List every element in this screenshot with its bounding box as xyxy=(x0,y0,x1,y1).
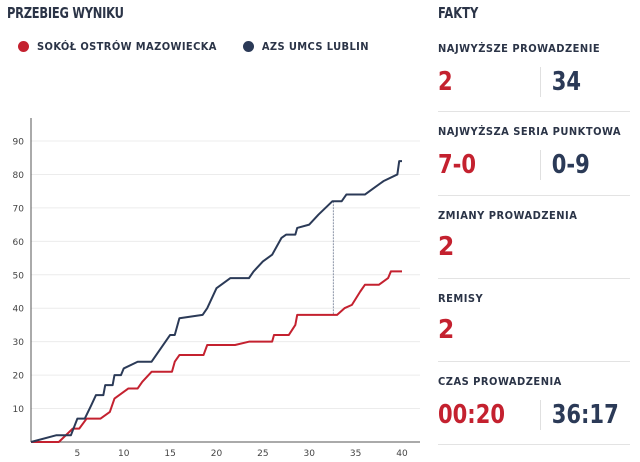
y-tick-label: 50 xyxy=(13,271,25,281)
y-tick-label: 90 xyxy=(13,138,25,148)
fact-largest-lead: NAJWYŻSZE PROWADZENIE 2 34 xyxy=(438,42,630,112)
y-tick-label: 20 xyxy=(13,372,25,382)
legend-label: AZS UMCS LUBLIN xyxy=(261,40,369,53)
fact-away-value: 34 xyxy=(540,67,581,97)
legend-dot-home xyxy=(18,41,29,52)
y-tick-label: 80 xyxy=(13,171,25,181)
facts-title: FAKTY xyxy=(438,4,479,22)
x-tick-label: 10 xyxy=(118,449,130,459)
legend-label: SOKÓŁ OSTRÓW MAZOWIECKA xyxy=(37,40,217,53)
y-tick-label: 60 xyxy=(13,238,25,248)
fact-label: NAJWYŻSZE PROWADZENIE xyxy=(438,42,601,55)
y-tick-label: 30 xyxy=(13,338,25,348)
legend: SOKÓŁ OSTRÓW MAZOWIECKA AZS UMCS LUBLIN xyxy=(18,40,369,53)
fact-home-value: 00:20 xyxy=(438,400,506,430)
x-tick-label: 30 xyxy=(304,449,316,459)
fact-time-leading: CZAS PROWADZENIA 00:20 36:17 xyxy=(438,375,630,445)
chart-title: PRZEBIEG WYNIKU xyxy=(7,4,124,22)
fact-label: CZAS PROWADZENIA xyxy=(438,375,562,388)
fact-value: 2 xyxy=(438,315,455,345)
fact-away-value: 36:17 xyxy=(540,400,619,430)
x-tick-label: 20 xyxy=(211,449,223,459)
fact-lead-changes: ZMIANY PROWADZENIA 2 xyxy=(438,209,630,279)
fact-ties: REMISY 2 xyxy=(438,292,630,362)
fact-best-run: NAJWYŻSZA SERIA PUNKTOWA 7-0 0-9 xyxy=(438,125,630,196)
x-tick-label: 40 xyxy=(396,449,408,459)
fact-home-value: 2 xyxy=(438,67,453,97)
x-tick-label: 35 xyxy=(350,449,361,459)
x-tick-label: 15 xyxy=(164,449,175,459)
series-line-home xyxy=(31,270,402,443)
fact-value: 2 xyxy=(438,232,455,262)
x-tick-label: 25 xyxy=(257,449,268,459)
y-tick-label: 70 xyxy=(13,204,25,214)
fact-home-value: 7-0 xyxy=(438,150,477,180)
fact-label: ZMIANY PROWADZENIA xyxy=(438,209,578,222)
score-progression-chart: 10 20 30 40 50 60 70 80 90 5 10 15 20 25 30 35 40 xyxy=(13,118,420,459)
x-tick-label: 5 xyxy=(75,449,81,459)
legend-item-home[interactable]: SOKÓŁ OSTRÓW MAZOWIECKA xyxy=(18,40,217,53)
fact-away-value: 0-9 xyxy=(540,150,590,180)
y-tick-label: 40 xyxy=(13,305,25,315)
fact-label: REMISY xyxy=(438,292,484,305)
fact-label: NAJWYŻSZA SERIA PUNKTOWA xyxy=(438,125,622,138)
y-tick-label: 10 xyxy=(13,405,25,415)
legend-dot-away xyxy=(242,41,254,52)
legend-item-away[interactable]: AZS UMCS LUBLIN xyxy=(242,40,369,53)
series-line-away xyxy=(30,160,402,443)
